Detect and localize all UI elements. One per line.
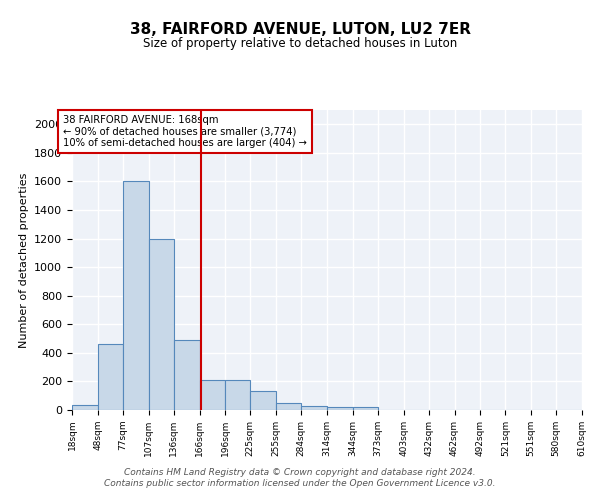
Y-axis label: Number of detached properties: Number of detached properties <box>19 172 29 348</box>
Bar <box>123 182 149 410</box>
Bar <box>199 380 226 410</box>
Text: 38, FAIRFORD AVENUE, LUTON, LU2 7ER: 38, FAIRFORD AVENUE, LUTON, LU2 7ER <box>130 22 470 38</box>
Bar <box>226 380 250 410</box>
Text: Size of property relative to detached houses in Luton: Size of property relative to detached ho… <box>143 38 457 51</box>
Bar <box>98 344 123 410</box>
Bar <box>327 407 353 410</box>
Bar <box>301 406 327 410</box>
Bar <box>353 407 378 410</box>
Bar <box>173 340 199 410</box>
Text: 38 FAIRFORD AVENUE: 168sqm
← 90% of detached houses are smaller (3,774)
10% of s: 38 FAIRFORD AVENUE: 168sqm ← 90% of deta… <box>64 115 307 148</box>
Text: Contains HM Land Registry data © Crown copyright and database right 2024.
Contai: Contains HM Land Registry data © Crown c… <box>104 468 496 487</box>
Bar <box>149 238 173 410</box>
Bar <box>250 392 276 410</box>
Bar <box>72 405 98 410</box>
Bar <box>276 403 301 410</box>
